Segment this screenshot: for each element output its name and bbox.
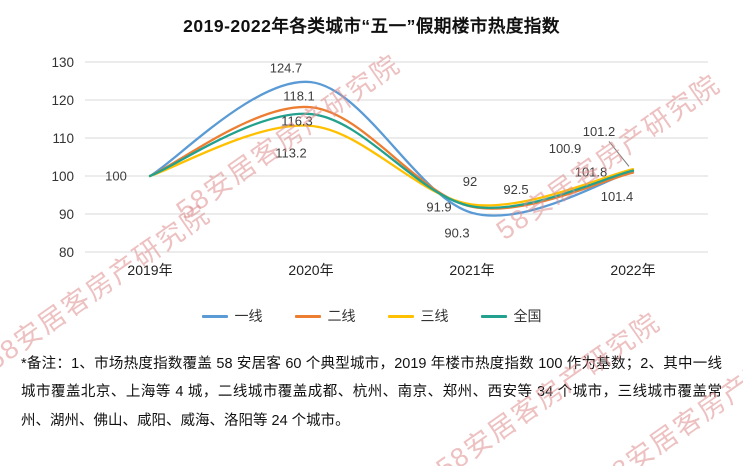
data-label: 92 [463, 174, 477, 189]
legend-swatch-icon [387, 314, 414, 318]
legend-swatch-icon [294, 314, 321, 318]
y-tick-label: 90 [59, 207, 74, 222]
y-tick-label: 120 [51, 93, 74, 108]
data-label: 90.3 [444, 225, 469, 240]
series-line-0[interactable] [148, 80, 635, 217]
data-label: 92.5 [503, 182, 528, 197]
x-axis-label: 2020年 [288, 262, 333, 278]
data-label: 118.1 [283, 89, 315, 104]
data-label: 113.2 [275, 145, 307, 160]
data-label: 124.7 [270, 61, 303, 76]
data-label: 100.9 [549, 141, 582, 156]
legend-label: 全国 [513, 308, 542, 324]
legend-item-3[interactable]: 全国 [480, 306, 542, 326]
chart-title: 2019-2022年各类城市“五一”假期楼市热度指数 [183, 16, 560, 36]
data-label: 101.2 [583, 124, 616, 139]
data-label: 91.9 [426, 199, 451, 214]
x-axis-label: 2019年 [127, 262, 172, 278]
legend-swatch-icon [480, 314, 507, 318]
series-line-1[interactable] [148, 105, 635, 210]
series-line-2[interactable] [148, 124, 635, 207]
legend-item-1[interactable]: 二线 [294, 306, 356, 326]
legend-item-0[interactable]: 一线 [201, 306, 263, 326]
x-axis-label: 2021年 [449, 262, 494, 278]
data-label: 101.4 [601, 189, 634, 204]
legend: 一线 二线 三线 全国 [0, 306, 743, 326]
legend-label: 三线 [420, 308, 449, 324]
legend-label: 一线 [234, 308, 263, 324]
data-label: 116.3 [281, 114, 313, 129]
y-tick-label: 100 [51, 169, 74, 184]
footnote: *备注：1、市场热度指数覆盖 58 安居客 60 个典型城市，2019 年楼市热… [21, 356, 722, 429]
y-tick-label: 110 [52, 131, 74, 146]
data-label: 101.8 [575, 165, 608, 180]
data-label: 100 [105, 169, 127, 184]
y-tick-label: 80 [59, 245, 74, 260]
legend-item-2[interactable]: 三线 [387, 306, 449, 326]
y-tick-label: 130 [51, 55, 74, 70]
legend-label: 二线 [327, 308, 356, 324]
legend-swatch-icon [201, 314, 228, 318]
series-line-3[interactable] [148, 112, 635, 209]
heat-index-line-chart: 80 90 100 110 120 130 2019年 2020年 2021年 2022年 100 1… [51, 55, 708, 278]
x-axis-label: 2022年 [610, 262, 655, 278]
label-leader-line [608, 141, 630, 167]
